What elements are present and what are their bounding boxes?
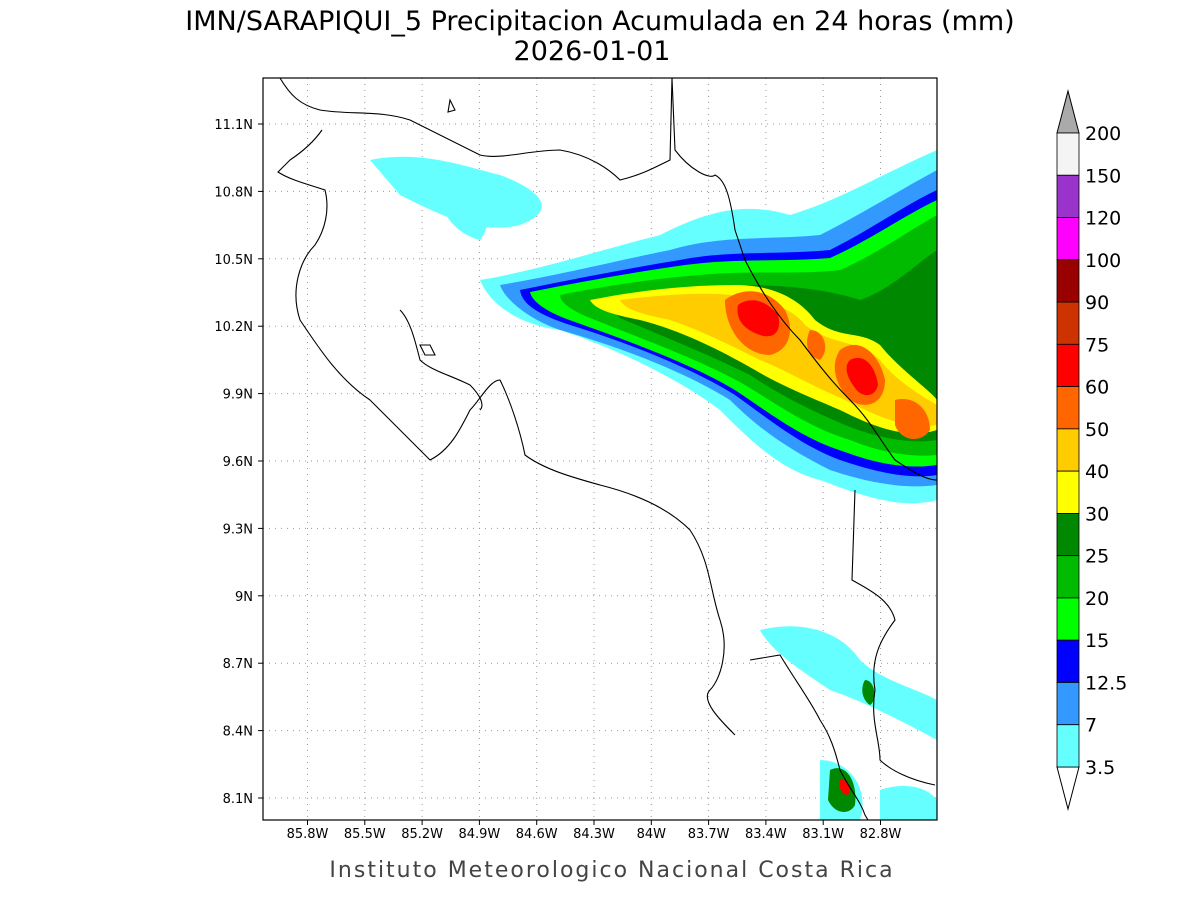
title: IMN/SARAPIQUI_5 Precipitacion Acumulada … xyxy=(185,6,1014,37)
lon-tick-label: 82.8W xyxy=(860,827,902,842)
lon-tick-label: 83.1W xyxy=(802,827,844,842)
colorbar-box xyxy=(1056,639,1080,683)
colorbar-label: 7 xyxy=(1085,715,1097,737)
colorbar-label: 20 xyxy=(1085,588,1109,610)
colorbar-box xyxy=(1056,470,1080,514)
colorbar-box xyxy=(1056,597,1080,641)
coastlines xyxy=(277,78,937,820)
colorbar-label: 60 xyxy=(1085,377,1109,399)
colorbar-label: 12.5 xyxy=(1085,672,1127,694)
lon-tick-label: 85.5W xyxy=(344,827,386,842)
colorbar-label: 120 xyxy=(1085,208,1121,230)
colorbar-box xyxy=(1056,386,1080,430)
lat-tick-label: 10.5N xyxy=(214,253,253,268)
lat-tick-label: 9.3N xyxy=(223,522,253,537)
colorbar-label: 15 xyxy=(1085,630,1109,652)
lon-tick-label: 83.7W xyxy=(688,827,730,842)
lon-tick-label: 84.3W xyxy=(573,827,615,842)
colorbar-box xyxy=(1056,301,1080,345)
lat-tick-label: 9.6N xyxy=(223,455,253,470)
colorbar-box xyxy=(1056,555,1080,599)
colorbar-label: 40 xyxy=(1085,461,1109,483)
lon-tick-label: 84W xyxy=(637,827,667,842)
colorbar-label: 25 xyxy=(1085,546,1109,568)
colorbar-box xyxy=(1056,724,1080,768)
colorbar-box xyxy=(1056,682,1080,726)
footer: Instituto Meteorologico Nacional Costa R… xyxy=(329,858,894,883)
colorbar-label: 150 xyxy=(1085,165,1121,187)
lat-tick-label: 10.8N xyxy=(214,185,253,200)
lat-tick-label: 9N xyxy=(235,590,253,605)
lat-tick-label: 8.1N xyxy=(223,792,253,807)
colorbar-box xyxy=(1056,428,1080,472)
colorbar-box xyxy=(1056,174,1080,218)
lon-tick-label: 85.8W xyxy=(287,827,329,842)
colorbar-under xyxy=(1056,766,1080,811)
colorbar-label: 30 xyxy=(1085,503,1109,525)
colorbar-label: 50 xyxy=(1085,419,1109,441)
colorbar-label: 200 xyxy=(1085,123,1121,145)
colorbar-label: 75 xyxy=(1085,334,1109,356)
colorbar: 200 150 120 100 90 75 60 50 40 30 25 20 15 12.5 7 3.5 xyxy=(1056,89,1127,811)
colorbar-box xyxy=(1056,132,1080,176)
lat-tick-label: 8.7N xyxy=(223,657,253,672)
lon-tick-label: 83.4W xyxy=(745,827,787,842)
lat-tick-label: 11.1N xyxy=(214,118,253,133)
colorbar-label: 3.5 xyxy=(1085,757,1115,779)
lon-tick-label: 84.6W xyxy=(516,827,558,842)
colorbar-box xyxy=(1056,259,1080,303)
lon-tick-label: 84.9W xyxy=(458,827,500,842)
colorbar-over xyxy=(1056,89,1080,134)
lat-tick-label: 9.9N xyxy=(223,388,253,403)
lon-tick-label: 85.2W xyxy=(401,827,443,842)
map-frame xyxy=(262,77,938,821)
subtitle: 2026-01-01 xyxy=(514,36,671,67)
colorbar-box xyxy=(1056,343,1080,388)
lat-tick-label: 8.4N xyxy=(223,725,253,740)
colorbar-box xyxy=(1056,217,1080,261)
colorbar-label: 90 xyxy=(1085,292,1109,314)
colorbar-box xyxy=(1056,513,1080,557)
precipitation xyxy=(370,150,937,820)
lat-tick-label: 10.2N xyxy=(214,320,253,335)
colorbar-label: 100 xyxy=(1085,250,1121,272)
